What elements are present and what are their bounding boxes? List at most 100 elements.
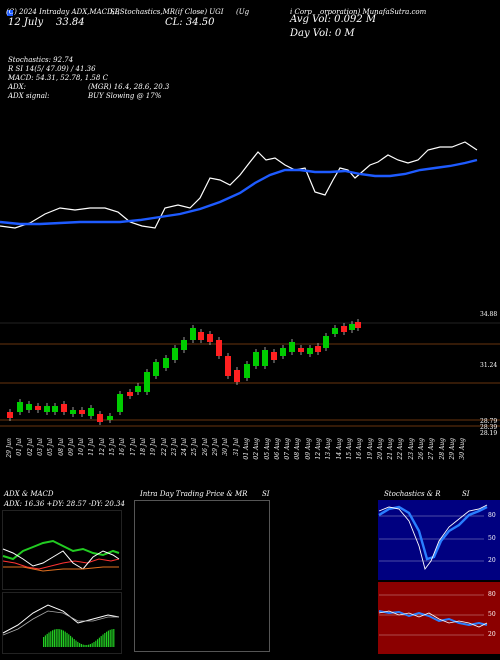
candle-body: [253, 352, 259, 366]
candle-body: [355, 322, 361, 328]
date-label: 16 Jul: [119, 438, 127, 456]
stoch-label-20: 20: [488, 557, 496, 564]
candle-body: [35, 406, 41, 410]
header-indicators: SI,Stochastics,MR: [110, 8, 176, 16]
date-label: 01 Aug: [242, 438, 250, 460]
candle-body: [198, 332, 204, 340]
macd-histogram-bar: [106, 631, 108, 647]
stochastics-value: Stochastics: 92.74: [8, 56, 74, 64]
macd-histogram-bar: [97, 639, 99, 647]
date-label: 13 Aug: [325, 438, 333, 460]
date-label: 05 Aug: [263, 438, 271, 460]
stoch-d-line: [378, 504, 488, 571]
legend-square-icon: [7, 10, 13, 16]
mgr-value: (MGR) 16.4, 28.6, 20.3: [88, 83, 170, 91]
macd-line: [2, 604, 120, 634]
macd-histogram-bar: [62, 630, 64, 647]
candle-body: [172, 348, 178, 360]
date-label: 15 Jul: [109, 438, 116, 456]
stoch-label-50: 50: [488, 535, 496, 542]
header-date-value: 33.84: [56, 17, 85, 28]
date-label: 10 Jul: [78, 438, 86, 456]
macd-histogram-bar: [71, 637, 73, 647]
date-label: 05 Jul: [47, 438, 55, 456]
macd-histogram-bar: [100, 636, 102, 647]
macd-histogram-bar: [55, 629, 57, 647]
candle-body: [117, 394, 123, 412]
header-company-c: orporation) MunafaSutra.com: [320, 8, 427, 16]
candle-body: [79, 410, 85, 414]
rsi-signal-line: [378, 610, 488, 628]
macd-histogram-bar: [82, 644, 84, 647]
macd-histogram-bar: [50, 631, 52, 647]
candle-body: [323, 336, 329, 348]
candle-body: [107, 416, 113, 420]
intraday-panel-title: Intra Day Trading Price & MR: [140, 490, 248, 498]
header-date: 12 July: [8, 17, 44, 28]
candle-body: [225, 356, 231, 376]
macd-histogram-bar: [66, 632, 68, 647]
candle-body: [26, 404, 32, 410]
date-label: 17 Jul: [129, 438, 137, 456]
rsi-value: R SI 14(5/ 47.09) / 41.36: [8, 65, 96, 73]
price-level-5: 28.19: [480, 430, 498, 437]
candle-body: [70, 410, 76, 414]
candle-body: [216, 340, 222, 356]
adx-label: ADX:: [8, 83, 27, 91]
candle-body: [234, 370, 240, 382]
header-close: CL: 34.50: [165, 17, 215, 28]
macd-histogram-bar: [93, 642, 95, 647]
date-label: 23 Jul: [170, 438, 178, 456]
candle-body: [97, 414, 103, 422]
adx-panel: [2, 510, 122, 590]
candle-body: [144, 372, 150, 392]
date-label: 14 Aug: [335, 438, 343, 460]
candle-body: [7, 412, 13, 418]
stochastics-panel: 80 50 20: [378, 500, 500, 580]
macd-histogram-bar: [84, 644, 86, 647]
macd-histogram-bar: [95, 640, 97, 647]
candle-body: [332, 328, 338, 334]
price-level-3: 28.79: [480, 418, 498, 425]
candle-body: [163, 358, 169, 368]
candlesticks: [7, 319, 361, 425]
macd-histogram-bar: [104, 633, 106, 647]
price-level-2: 31.24: [480, 362, 498, 369]
macd-histogram-bar: [48, 632, 50, 647]
macd-histogram-bar: [46, 633, 48, 647]
macd-histogram-bar: [52, 630, 54, 647]
macd-histogram-bar: [57, 629, 59, 647]
candle-body: [289, 342, 295, 352]
macd-histogram-bar: [61, 629, 63, 647]
header-title: (C) 2024 Intraday ADX,MACD,B: [6, 8, 120, 16]
candle-body: [153, 362, 159, 376]
candle-body: [190, 328, 196, 340]
macd-histogram-bar: [89, 644, 91, 647]
date-label: 22 Jul: [160, 438, 168, 456]
stoch-panel-si: SI: [462, 490, 470, 498]
rsi-label-20: 20: [488, 631, 496, 638]
date-label: 19 Jul: [150, 438, 158, 456]
date-label: 12 Aug: [315, 438, 322, 460]
macd-histogram-bar: [88, 644, 90, 647]
candle-body: [315, 346, 321, 352]
date-label: 02 Jul: [26, 438, 34, 456]
macd-histogram-bar: [79, 643, 81, 647]
intraday-panel: [134, 500, 270, 652]
date-label: 31 Jul: [232, 438, 240, 456]
indicator-readout: Stochastics: 92.74 R SI 14(5/ 47.09) / 4…: [8, 56, 308, 101]
header-company-b: i Corp: [290, 8, 312, 16]
date-label: 15 Aug: [345, 438, 353, 460]
macd-histogram-bar: [86, 644, 88, 647]
date-label: 29 Jun: [6, 438, 13, 458]
date-label: 21 Aug: [387, 438, 395, 460]
candle-body: [298, 348, 304, 352]
candle-body: [61, 404, 67, 412]
date-label: 26 Aug: [418, 438, 425, 460]
date-label: 09 Aug: [304, 438, 312, 460]
stoch-k-line: [378, 505, 488, 561]
macd-histogram-bar: [75, 640, 77, 647]
date-label: 22 Aug: [397, 438, 405, 460]
rsi-label-50: 50: [488, 611, 496, 618]
candle-body: [17, 402, 23, 412]
